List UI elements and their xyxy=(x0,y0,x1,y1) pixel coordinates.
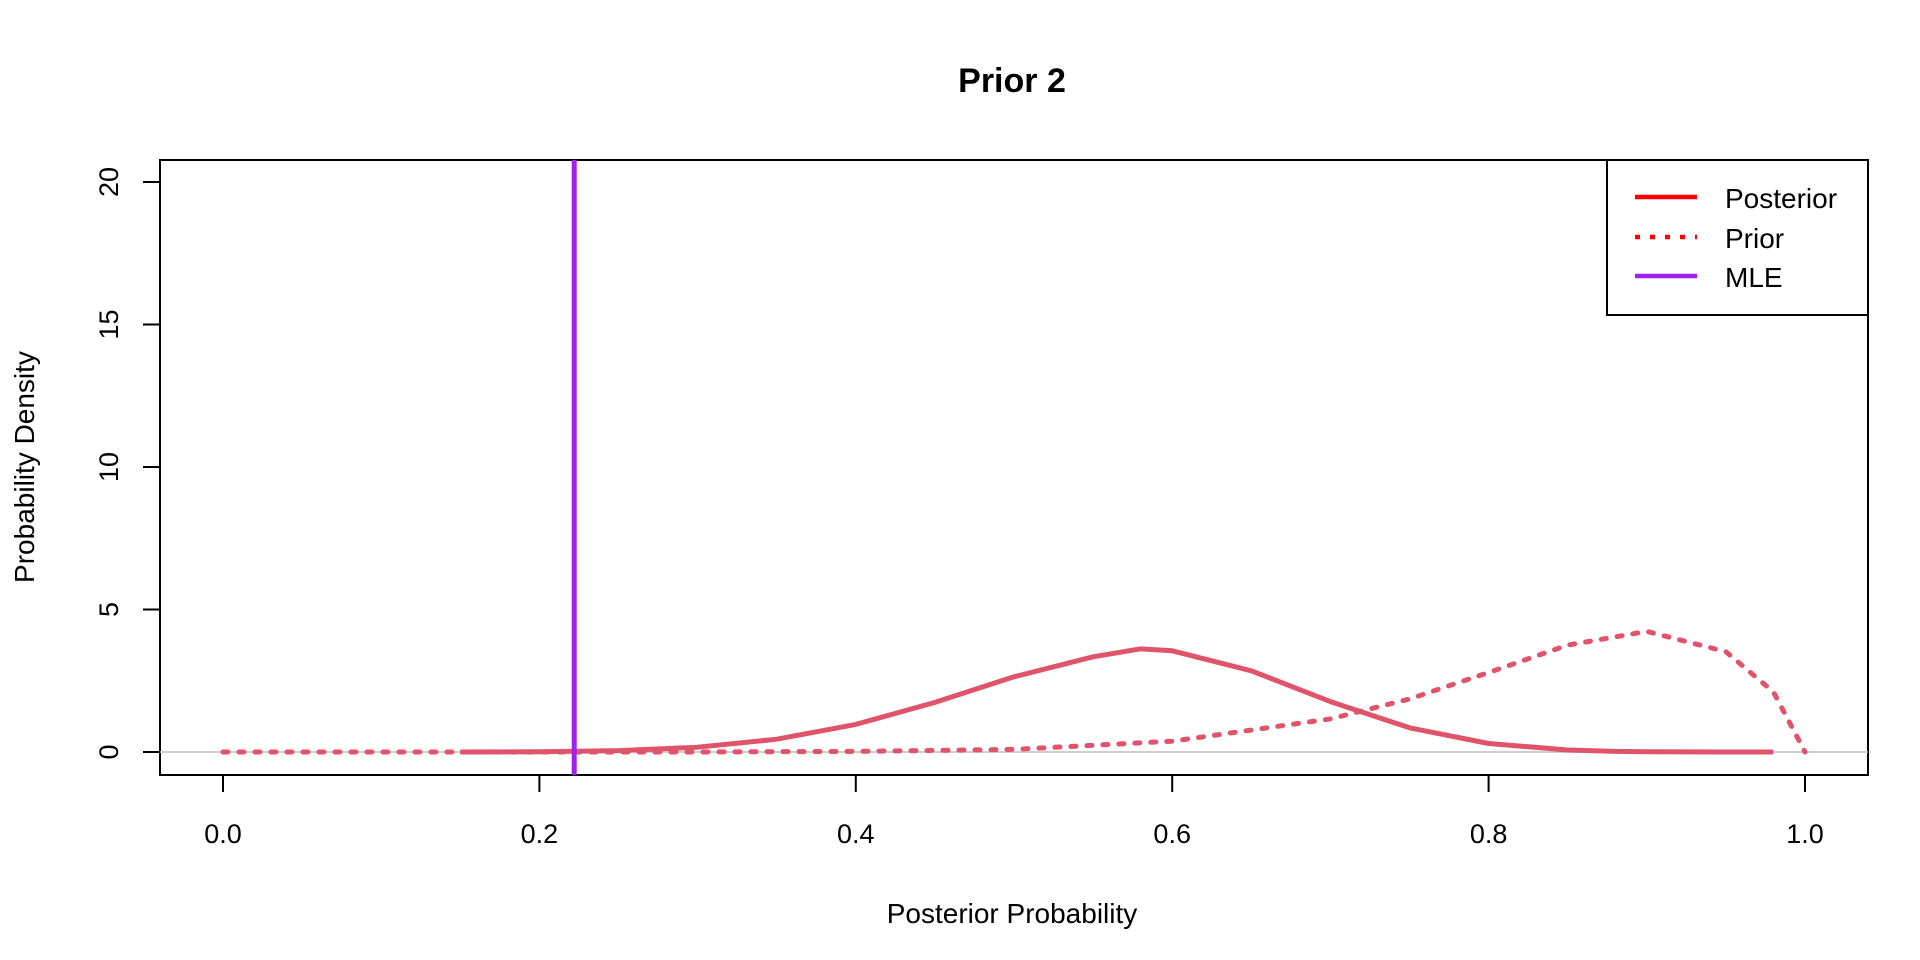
x-axis-label: Posterior Probability xyxy=(887,898,1138,929)
legend-item-posterior: Posterior xyxy=(1635,183,1837,214)
x-tick-label: 0.0 xyxy=(204,819,242,849)
x-tick-label: 0.8 xyxy=(1470,819,1508,849)
chart-title: Prior 2 xyxy=(958,62,1066,100)
y-tick-label: 15 xyxy=(94,309,124,339)
x-tick-label: 0.4 xyxy=(837,819,875,849)
x-tick-label: 0.2 xyxy=(521,819,559,849)
y-tick-label: 0 xyxy=(94,744,124,759)
y-tick-label: 20 xyxy=(94,167,124,197)
x-axis: 0.0 0.2 0.4 0.6 0.8 1.0 xyxy=(204,774,1824,849)
y-tick-label: 5 xyxy=(94,602,124,617)
legend-item-prior: Prior xyxy=(1635,223,1784,254)
posterior-density-line xyxy=(460,646,1774,755)
prior-density-line xyxy=(220,628,1808,755)
y-tick-label: 10 xyxy=(94,452,124,482)
x-tick-label: 0.6 xyxy=(1153,819,1191,849)
legend-item-mle: MLE xyxy=(1635,262,1783,293)
plot-lines xyxy=(160,160,1868,775)
x-tick-label: 1.0 xyxy=(1786,819,1824,849)
legend: Posterior Prior MLE xyxy=(1606,159,1869,316)
y-axis: 0 5 10 15 20 xyxy=(94,167,161,760)
legend-label-mle: MLE xyxy=(1725,262,1783,293)
legend-label-posterior: Posterior xyxy=(1725,183,1837,214)
legend-label-prior: Prior xyxy=(1725,223,1784,254)
y-axis-label: Probability Density xyxy=(9,351,40,583)
